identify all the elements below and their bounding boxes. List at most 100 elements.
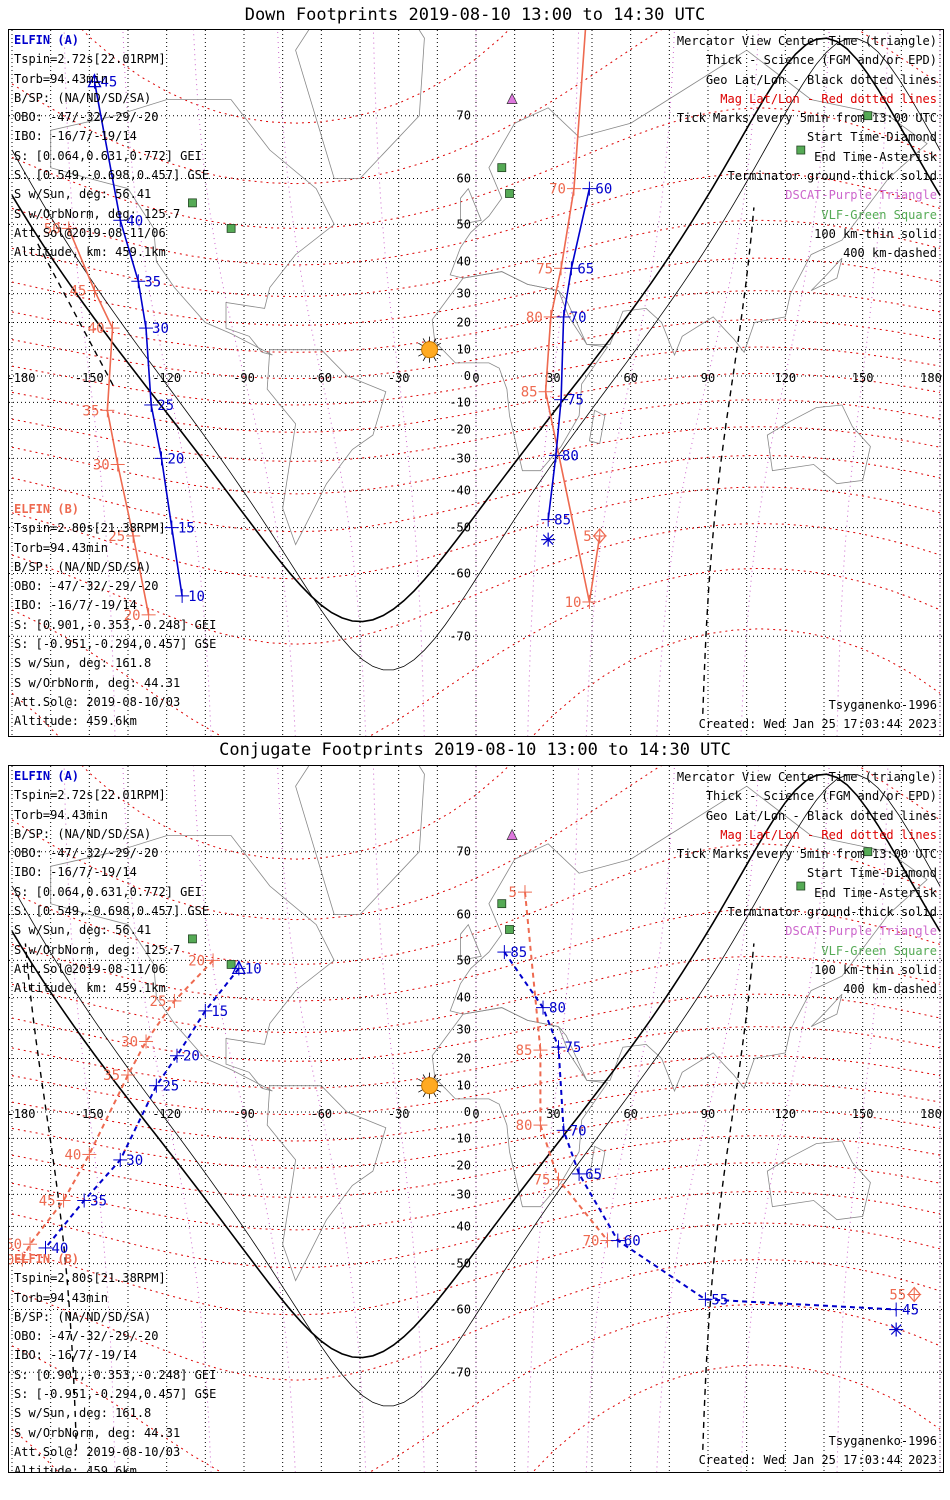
dscat-triangle (506, 828, 518, 840)
elfin-b-info-line: OBO: -47/-32/-29/-20 (14, 579, 159, 594)
elfin-b-tick-label: 35 (103, 1068, 120, 1084)
elfin-b-tick-label: 30 (121, 1034, 138, 1050)
lon-tick-label: 0 (472, 1107, 479, 1121)
elfin-b-info-line: S w/OrbNorm, deg: 44.31 (14, 675, 181, 690)
lat-tick-label: -10 (449, 395, 471, 409)
elfin-a-tick-label: 70 (570, 310, 587, 326)
lon-tick-label: -180 (9, 371, 35, 385)
elfin-a-tick-label: 25 (162, 1079, 179, 1095)
elfin-b-info-line: Att.Sol@: 2019-08-10/03 (14, 694, 181, 709)
elfin-a-tick-label: 60 (624, 1234, 641, 1250)
mag-latitude-line (11, 1026, 941, 1089)
elfin-a-info-line: S: [0.549,-0.698,0.457] GSE (14, 168, 210, 183)
elfin-a-tick-label: 85 (510, 945, 527, 961)
vlf-station-square (497, 899, 507, 909)
lat-tick-label: -70 (449, 629, 471, 643)
terminator-line (11, 37, 941, 623)
legend-item: Mercator View Center Time (triangle) (676, 770, 937, 784)
mag-longitude-line (192, 30, 296, 736)
mag-longitude-line (277, 766, 367, 1472)
mag-latitude-line (11, 399, 941, 462)
lat-tick-label: 40 (457, 255, 471, 269)
legend-item: Tick Marks every 5min from 13:00 UTC (676, 111, 937, 126)
terminator-100km-line (11, 38, 941, 671)
elfin-b-info-line: S: [0.901,-0.353,-0.248] GEI (14, 617, 217, 632)
mag-latitude-line (11, 257, 941, 326)
elfin-b-tick-label: 40 (64, 1147, 81, 1163)
continent-outline (810, 993, 843, 1027)
elfin-a-tick-label: 65 (585, 1167, 602, 1183)
legend-item: DSCAT-Purple Triangle (785, 924, 937, 939)
elfin-a-info-line: ELFIN (A) (14, 769, 80, 783)
elfin-a-tick-label: 75 (567, 393, 584, 409)
elfin-b-tick-label: 80 (516, 1118, 533, 1134)
elfin-a-tick-label: 10 (245, 961, 262, 977)
elfin-b-tick-label: 35 (83, 403, 100, 419)
start-time-diamond (907, 1286, 922, 1303)
mag-longitude-line (122, 30, 212, 736)
elfin-b-info-1: ELFIN (B) Tspin=2.80s[21.38RPM] Torb=94.43… (14, 500, 216, 732)
elfin-a-tick-label: 35 (144, 274, 161, 290)
start-time-diamond (592, 528, 607, 544)
elfin-b-info-line: Altitude: 459.6km (14, 1464, 137, 1473)
legend-item: DSCAT-Purple Triangle (785, 188, 937, 203)
elfin-b-info-2: ELFIN (B) Tspin=2.80s[21.38RPM] Torb=94.43… (14, 1250, 216, 1473)
elfin-b-tick-label: 25 (150, 994, 167, 1010)
created-label-1: Created: Wed Jan 25 17:03:44 2023 (698, 717, 937, 731)
lat-tick-label: 10 (457, 1079, 471, 1093)
elfin-a-info-line: ELFIN (A) (14, 33, 80, 47)
elfin-b-tick-label: 40 (88, 321, 105, 337)
mag-latitude-line (11, 290, 941, 353)
elfin-b-info-line: OBO: -47/-32/-29/-20 (14, 1329, 159, 1344)
elfin-a-tick-label: 75 (564, 1040, 581, 1056)
elfin-a-info-line: Torb=94.43min (14, 71, 108, 86)
lon-tick-label: 150 (852, 1107, 874, 1121)
elfin-a-tick-label: 45 (902, 1303, 919, 1319)
legend-2: Mercator View Center Time (triangle) Thic… (677, 768, 937, 1000)
mag-latitude-line (11, 993, 941, 1062)
lat-tick-label: -20 (449, 422, 471, 436)
conjugate-footprints-map: -180 -150 -120 -90 -60 -30 0 30 60 90 120 150 180 70 6… (8, 765, 944, 1473)
legend-item: Mag Lat/Lon - Red dotted lines (720, 91, 937, 106)
elfin-a-info-line: IBO: -16/7/-19/14 (14, 865, 137, 880)
mag-latitude-line (11, 1055, 941, 1116)
lon-tick-label: -90 (233, 1107, 255, 1121)
elfin-a-info-line: Att.Sol@2019-08-11/06 (14, 961, 166, 976)
elfin-b-info-line: ELFIN (B) (14, 502, 80, 516)
center-time-triangle (231, 959, 246, 975)
elfin-a-tick-label: 55 (711, 1292, 728, 1308)
lon-tick-label: 120 (774, 1107, 796, 1121)
elfin-b-tick-label: 85 (521, 385, 538, 401)
vlf-station-square (188, 934, 197, 944)
vlf-station-square (796, 881, 806, 891)
mag-latitude-line (11, 454, 941, 533)
mag-longitude-line (656, 766, 760, 1472)
lat-tick-label: 70 (457, 845, 471, 859)
dscat-triangle (506, 92, 518, 104)
continent-outline (766, 1140, 871, 1221)
elfin-b-info-line: Tspin=2.80s[21.38RPM] (14, 521, 166, 536)
elfin-a-info-line: B/SP: (NA/ND/SD/SA) (14, 826, 152, 841)
elfin-b-info-line: S: [-0.951,-0.294,0.457] GSE (14, 637, 217, 652)
lon-tick-label: 60 (623, 371, 637, 385)
sun-icon (421, 1077, 439, 1095)
elfin-b-info-line: S w/Sun, deg: 161.8 (14, 1406, 152, 1421)
lon-tick-label: -60 (310, 371, 332, 385)
elfin-b-track (21, 959, 214, 1261)
elfin-a-tick-label: 10 (188, 589, 205, 605)
legend-item: End Time-Asterisk (814, 885, 937, 900)
legend-item: 400 km-dashed (843, 982, 937, 997)
elfin-a-info-line: OBO: -47/-32/-29/-20 (14, 110, 159, 125)
elfin-a-info-line: IBO: -16/7/-19/14 (14, 129, 137, 144)
elfin-b-tick-label: 50 (9, 1237, 22, 1253)
continent-outline (766, 404, 871, 485)
elfin-b-tick-label: 70 (549, 182, 566, 198)
terminator-line (11, 773, 941, 1359)
continent-outline (588, 409, 606, 445)
vlf-station-square (188, 198, 197, 208)
elfin-b-tick-label: 5 (509, 885, 517, 901)
elfin-b-track (524, 892, 609, 1242)
elfin-b-tick-label: 10 (565, 595, 582, 611)
elfin-b-tick-label: 45 (39, 1194, 56, 1210)
lon-tick-label: -150 (75, 371, 104, 385)
